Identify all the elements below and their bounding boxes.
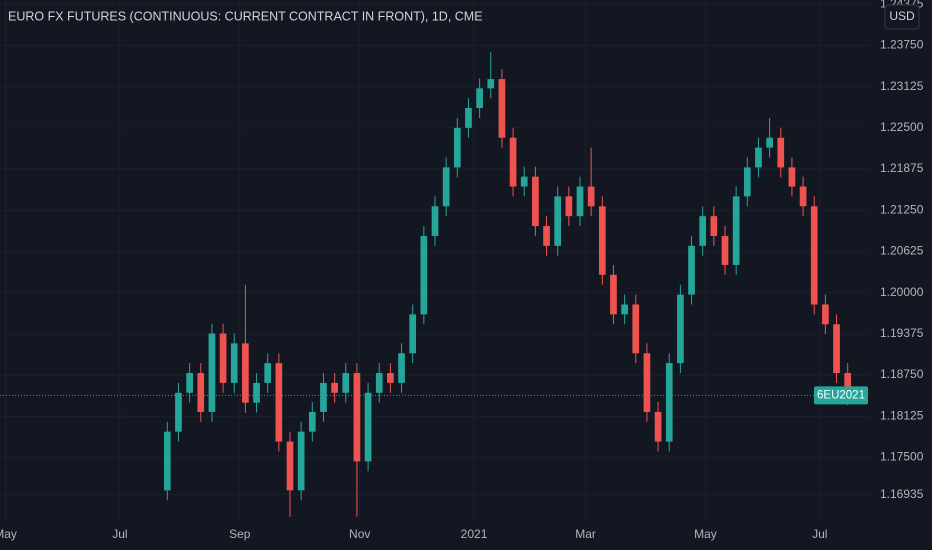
candle-body (520, 176, 528, 187)
candle-body (186, 373, 193, 393)
candle-body (465, 108, 472, 128)
candle-body (353, 373, 361, 462)
candle-body (766, 137, 773, 148)
currency-label: USD (889, 9, 915, 23)
candle-body (264, 363, 272, 383)
candle-body (598, 206, 606, 275)
candle-body (442, 167, 450, 207)
candle-body (409, 314, 417, 354)
candle-body (398, 353, 405, 383)
axes: 1.243751.237501.231251.225001.218751.212… (0, 0, 924, 541)
candle-body (219, 333, 227, 383)
candle-body (788, 167, 796, 187)
candle-body (286, 441, 294, 491)
candle-body (743, 167, 751, 197)
x-tick-label: Jul (112, 527, 127, 541)
candle-body (699, 216, 707, 246)
candle-body (732, 196, 740, 265)
x-tick-label: Jul (812, 527, 827, 541)
candle-body (844, 373, 852, 396)
candle-body (833, 324, 840, 374)
candle-body (487, 79, 495, 89)
candle-body (643, 353, 651, 412)
y-tick-label: 1.23750 (880, 38, 924, 52)
candle-body (498, 79, 506, 138)
x-tick-label: May (694, 527, 717, 541)
candle-body (230, 343, 238, 383)
chart-title: EURO FX FUTURES (CONTINUOUS: CURRENT CON… (8, 9, 483, 23)
x-tick-label: 2021 (461, 527, 488, 541)
candle-body (509, 137, 517, 187)
candle-body (320, 382, 327, 412)
candle-body (777, 137, 785, 168)
candle-body (163, 431, 171, 491)
candle-body (208, 333, 216, 412)
x-tick-label: Sep (229, 527, 251, 541)
candle-body (331, 382, 338, 393)
y-tick-label: 1.18125 (880, 408, 924, 422)
y-tick-label: 1.20625 (880, 244, 924, 258)
candle-body (342, 373, 350, 393)
y-tick-label: 1.23125 (880, 79, 924, 93)
candle-body (610, 274, 617, 315)
x-tick-label: Nov (349, 527, 370, 541)
candle-body (654, 411, 662, 442)
candle-body (275, 363, 283, 442)
candle-body (453, 127, 461, 168)
candle-body (621, 304, 628, 315)
candle-body (587, 186, 595, 207)
candle-body (242, 343, 249, 403)
x-tick-label: Mar (575, 527, 596, 541)
candle-body (810, 206, 818, 305)
y-tick-label: 1.20000 (880, 285, 924, 299)
candle-body (420, 235, 428, 315)
candle-body (554, 196, 562, 246)
candle-body (364, 392, 372, 462)
currency-box (884, 4, 920, 30)
y-tick-label: 1.19375 (880, 326, 924, 340)
last-price-label: 6EU2021 (817, 389, 865, 401)
candle-body (375, 373, 383, 393)
candle-body (688, 245, 695, 295)
last-price-tag (814, 386, 868, 405)
candle-body (710, 216, 718, 236)
candle-body (476, 88, 483, 109)
y-tick-label: 1.22500 (880, 120, 924, 134)
candle-body (175, 392, 182, 432)
candle-body (197, 373, 205, 412)
candle-body (532, 176, 539, 227)
candles (0, 52, 870, 517)
candle-body (431, 206, 439, 236)
candle-body (755, 147, 762, 168)
candle-body (387, 373, 394, 383)
candle-body (308, 411, 316, 432)
candle-body (677, 294, 684, 364)
candle-body (721, 235, 729, 265)
candle-body (253, 382, 260, 403)
candle-body (543, 226, 550, 246)
candle-body (799, 186, 807, 207)
candle-body (665, 363, 673, 442)
candle-body (565, 196, 573, 217)
y-tick-label: 1.21250 (880, 202, 924, 216)
candle-body (576, 186, 584, 217)
y-tick-label: 1.17500 (880, 450, 924, 464)
candle-body (297, 431, 305, 491)
candle-body (822, 304, 829, 325)
y-tick-label: 1.18750 (880, 367, 924, 381)
y-tick-label: 1.21875 (880, 161, 924, 175)
candle-body (632, 304, 640, 354)
x-tick-label: May (0, 527, 17, 541)
y-tick-label: 1.16935 (880, 487, 924, 501)
